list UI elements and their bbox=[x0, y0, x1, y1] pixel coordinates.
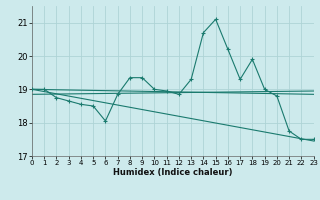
X-axis label: Humidex (Indice chaleur): Humidex (Indice chaleur) bbox=[113, 168, 233, 177]
